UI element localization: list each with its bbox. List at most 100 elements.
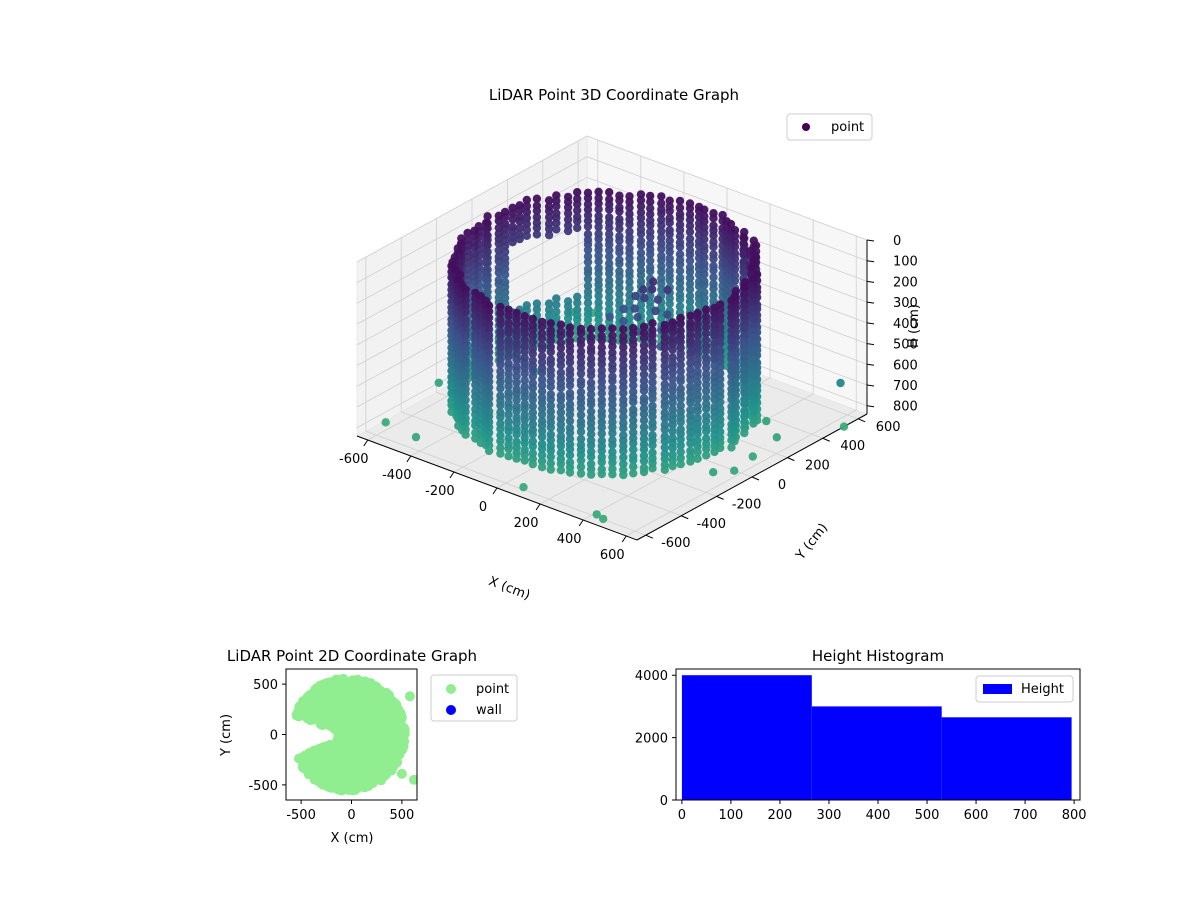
- point-3d: [646, 221, 655, 230]
- point-3d: [528, 349, 537, 358]
- point-2d: [364, 765, 375, 776]
- point-2d: [389, 760, 399, 771]
- point-3d: [500, 241, 510, 251]
- point-3d: [709, 242, 718, 252]
- point-3d: [586, 407, 596, 416]
- point-3d: [552, 307, 561, 316]
- point-3d: [583, 281, 593, 291]
- point-3d: [702, 363, 711, 373]
- point-3d: [660, 325, 669, 335]
- point-3d: [528, 337, 537, 347]
- point-3d: [660, 465, 669, 474]
- point-3d: [639, 334, 649, 343]
- point-3d: [496, 449, 505, 458]
- point-3d: [660, 385, 669, 394]
- point-3d: [665, 247, 674, 257]
- point-3d: [727, 337, 736, 346]
- point-3d: [648, 342, 657, 351]
- point-3d: [520, 404, 529, 413]
- point-3d: [648, 464, 657, 473]
- point-3d: [649, 277, 658, 286]
- point-3d: [619, 349, 628, 358]
- point-3d: [563, 203, 573, 212]
- point-3d: [686, 323, 695, 333]
- point-3d: [537, 375, 547, 384]
- point-2d: [346, 681, 357, 691]
- point-3d: [675, 266, 685, 276]
- point-3d: [500, 224, 510, 234]
- point-3d: [512, 355, 521, 364]
- point-3d: [675, 242, 685, 252]
- point-3d: [586, 360, 596, 369]
- point-3d: [730, 226, 740, 235]
- point-3d: [629, 455, 638, 465]
- point-3d: [504, 352, 513, 361]
- point-2d: [370, 717, 381, 728]
- point-3d: [676, 354, 685, 363]
- point-3d: [520, 329, 529, 338]
- point-3d: [710, 395, 719, 404]
- point-3d: [685, 204, 695, 213]
- point-3d: [481, 258, 491, 267]
- tick-label-x: -200: [425, 484, 455, 499]
- tick-label-z: 100: [893, 255, 918, 270]
- point-3d: [727, 303, 736, 312]
- point-3d: [594, 216, 603, 226]
- point-3d: [512, 406, 521, 416]
- tick-label-2d-y: 0: [270, 729, 278, 744]
- point-3d: [520, 415, 529, 425]
- point-2d: [318, 761, 329, 772]
- point-3d: [586, 384, 596, 393]
- point-3d: [646, 256, 655, 265]
- point-3d: [532, 230, 542, 239]
- point-3d: [522, 195, 531, 205]
- point-3d: [685, 297, 695, 306]
- point-3d: [693, 395, 702, 404]
- point-3d: [565, 410, 575, 419]
- point-3d: [494, 268, 503, 277]
- grid-z-left: [356, 156, 588, 284]
- point-3d: [740, 283, 749, 292]
- tick-label-2d-x: 0: [347, 808, 355, 823]
- point-3d: [657, 285, 666, 294]
- tick-x: [621, 535, 627, 543]
- point-3d: [668, 345, 677, 354]
- point-3d: [586, 390, 596, 399]
- point-3d: [563, 314, 573, 323]
- point-3d: [565, 416, 575, 426]
- point-3d: [629, 439, 638, 448]
- point-3d: [537, 387, 547, 396]
- point-3d: [500, 247, 510, 256]
- point-3d: [615, 277, 624, 286]
- chart-2d-points: [291, 673, 417, 796]
- point-3d: [470, 277, 479, 287]
- point-3d: [685, 215, 695, 224]
- point-2d: [394, 707, 405, 718]
- point-3d: [576, 450, 586, 459]
- point-3d: [675, 295, 685, 304]
- tick-x: [449, 471, 455, 479]
- point-3d: [749, 298, 758, 307]
- point-3d: [631, 291, 640, 301]
- point-3d: [470, 260, 479, 269]
- tick-label-z: 0: [893, 234, 901, 249]
- point-3d: [676, 441, 685, 450]
- point-3d: [515, 217, 524, 226]
- point-3d: [675, 260, 685, 269]
- point-3d: [463, 246, 472, 256]
- point-2d: [404, 691, 415, 702]
- point-3d: [676, 360, 685, 370]
- point-3d: [512, 332, 521, 341]
- tick-z: [866, 363, 875, 366]
- point-3d: [702, 427, 711, 436]
- point-3d: [528, 325, 537, 334]
- tick-y: [681, 515, 689, 520]
- point-3d: [537, 432, 547, 442]
- point-3d: [693, 407, 702, 416]
- point-3d: [636, 202, 646, 211]
- point-3d: [686, 398, 695, 407]
- point-3d: [646, 232, 655, 242]
- point-3d: [520, 450, 529, 459]
- point-3d: [563, 302, 573, 311]
- tick-label-x: 600: [600, 548, 625, 563]
